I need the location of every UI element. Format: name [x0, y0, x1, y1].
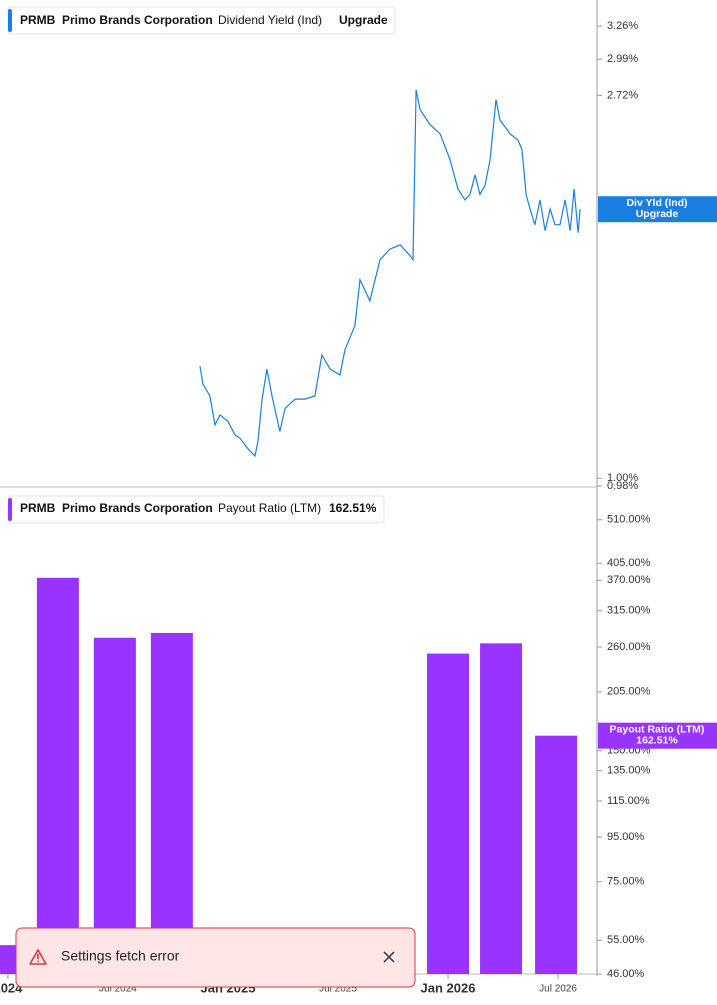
- legend-swatch: [8, 9, 12, 32]
- y-tick-label: 315.00%: [607, 605, 651, 617]
- last-value-badge: [598, 196, 717, 223]
- plots: [0, 89, 581, 974]
- y-tick-label: 2.72%: [607, 89, 638, 101]
- upgrade-link[interactable]: Upgrade: [339, 13, 388, 27]
- y-tick-label: 1.00%: [607, 472, 638, 484]
- badge-value: Upgrade: [636, 208, 679, 220]
- legend: PRMB Primo Brands Corporation Payout Rat…: [7, 495, 385, 524]
- x-tick-label: Jul 2025: [319, 984, 357, 995]
- x-tick-label: Jan 2026: [421, 980, 476, 995]
- toast: Settings fetch error: [15, 927, 416, 988]
- y-tick-label: 260.00%: [607, 641, 651, 653]
- y-tick-label: 3.26%: [607, 20, 638, 32]
- bar: [93, 637, 136, 974]
- toast-close[interactable]: [383, 951, 395, 963]
- y-tick-label: 115.00%: [607, 795, 650, 807]
- y-tick-label: 405.00%: [607, 557, 651, 569]
- axes: 3.26% 2.99% 2.72% 1.00%0.98% Div Yld (Ind)Up…: [0, 20, 717, 995]
- ticker: PRMB: [20, 501, 56, 515]
- y-tick-label: 2.99%: [607, 53, 638, 65]
- metric-value: 162.51%: [329, 501, 377, 515]
- y-tick-label: 55.00%: [607, 934, 645, 946]
- x-tick-label: Jul 2026: [539, 984, 577, 995]
- badge-label: Div Yld (Ind): [626, 197, 687, 209]
- last-value-badge: [598, 722, 717, 749]
- bar: [427, 653, 470, 974]
- badge-value: 162.51%: [636, 734, 678, 746]
- toast-message: Settings fetch error: [61, 948, 180, 964]
- bar: [535, 735, 578, 974]
- legend-swatch: [8, 498, 12, 521]
- warning-icon-dot: [37, 960, 39, 963]
- y-tick-label: 510.00%: [607, 514, 651, 526]
- metric: Dividend Yield (Ind): [218, 13, 322, 27]
- y-tick-label: 95.00%: [607, 831, 645, 843]
- company: Primo Brands Corporation: [62, 501, 213, 515]
- badge-label: Payout Ratio (LTM): [610, 723, 705, 735]
- legend: PRMB Primo Brands Corporation Dividend Y…: [7, 6, 396, 35]
- y-tick-label: 135.00%: [607, 765, 651, 777]
- ticker: PRMB: [20, 13, 56, 27]
- warning-icon: [29, 949, 47, 965]
- line: [199, 89, 581, 458]
- y-tick-label: 0.98%: [607, 480, 638, 492]
- toast-box: [15, 927, 416, 988]
- x-tick-label: Jul 2024: [99, 984, 137, 995]
- company: Primo Brands Corporation: [62, 13, 213, 27]
- y-tick-label: 370.00%: [607, 574, 651, 586]
- metric: Payout Ratio (LTM): [218, 501, 321, 515]
- bar: [150, 632, 193, 974]
- y-tick-label: 46.00%: [607, 968, 645, 980]
- y-tick-label: 205.00%: [607, 686, 651, 698]
- y-tick-label: 75.00%: [607, 876, 645, 888]
- bar: [36, 577, 79, 974]
- bar: [480, 643, 523, 974]
